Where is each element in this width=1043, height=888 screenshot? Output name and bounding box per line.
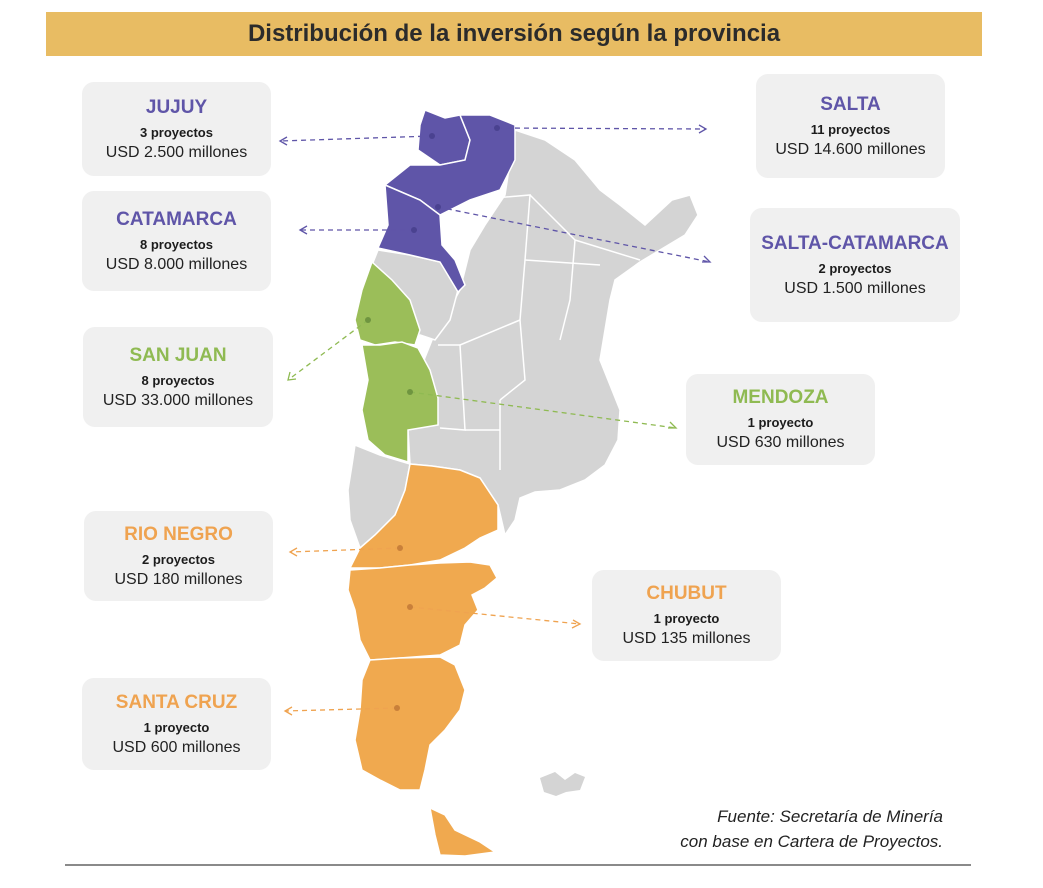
connector-chubut	[409, 606, 581, 625]
card-san-juan-name: SAN JUAN	[129, 344, 227, 366]
map-province-borders	[438, 194, 641, 470]
card-catamarca-count: 8 proyectos	[140, 236, 213, 252]
card-santa-cruz-name: SANTA CRUZ	[115, 691, 238, 713]
page-title: Distribución de la inversión según la pr…	[247, 20, 781, 47]
marker-salta-catamarca	[435, 204, 441, 210]
card-salta-catamarca-name: SALTA-CATAMARCA	[761, 232, 949, 254]
card-rio-negro-count: 2 proyectos	[142, 551, 215, 567]
map-gray-malvinas	[540, 772, 585, 796]
connector-san-juan	[287, 319, 369, 381]
marker-salta	[494, 125, 500, 131]
card-salta-catamarca-count: 2 proyectos	[818, 260, 892, 276]
marker-santa-cruz	[394, 705, 400, 711]
card-rio-negro-name: RIO NEGRO	[124, 523, 233, 545]
marker-san-juan	[365, 317, 371, 323]
card-mendoza-amount: USD 630 millones	[716, 434, 845, 451]
card-jujuy: JUJUY 3 proyectos USD 2.500 millones	[82, 82, 271, 176]
card-catamarca-amount: USD 8.000 millones	[105, 255, 248, 273]
map-green-mendoza	[361, 341, 439, 464]
map-orange-tierra-del-fuego	[428, 806, 498, 857]
source-note: Fuente: Secretaría de Minería con base e…	[603, 804, 943, 854]
card-salta-amount: USD 14.600 millones	[775, 140, 926, 158]
card-rio-negro-amount: USD 180 millones	[114, 570, 243, 588]
card-catamarca-name: CATAMARCA	[116, 208, 237, 230]
bottom-divider	[65, 864, 971, 866]
card-santa-cruz-count: 1 proyecto	[143, 719, 210, 735]
card-mendoza: MENDOZA 1 proyecto USD 630 millones	[686, 374, 875, 465]
card-san-juan-count: 8 proyectos	[141, 372, 215, 388]
card-salta-count: 11 proyectos	[810, 121, 891, 137]
marker-rio-negro	[397, 545, 403, 551]
card-santa-cruz-amount: USD 600 millones	[112, 738, 241, 756]
marker-jujuy	[429, 133, 435, 139]
map-purple-catamarca	[376, 183, 466, 294]
card-rio-negro: RIO NEGRO 2 proyectos USD 180 millones	[84, 511, 273, 601]
map-green-san-juan	[354, 260, 421, 346]
card-mendoza-count: 1 proyecto	[747, 415, 814, 430]
connector-santa-cruz	[284, 707, 398, 712]
marker-catamarca	[411, 227, 417, 233]
connector-jujuy	[279, 135, 433, 142]
card-salta-catamarca-amount: USD 1.500 millones	[784, 279, 926, 297]
card-santa-cruz: SANTA CRUZ 1 proyecto USD 600 millones	[82, 678, 271, 770]
connector-arrowheads	[278, 124, 712, 716]
map-orange-santa-cruz	[354, 656, 466, 791]
card-salta-name: SALTA	[820, 93, 881, 115]
card-mendoza-name: MENDOZA	[732, 387, 829, 408]
card-chubut-name: CHUBUT	[646, 583, 727, 604]
card-san-juan: SAN JUAN 8 proyectos USD 33.000 millones	[83, 327, 273, 427]
card-jujuy-count: 3 proyectos	[140, 124, 213, 140]
title-bar: Distribución de la inversión según la pr…	[46, 12, 982, 56]
connector-lines	[279, 127, 711, 712]
card-san-juan-amount: USD 33.000 millones	[102, 391, 254, 409]
card-chubut: CHUBUT 1 proyecto USD 135 millones	[592, 570, 781, 661]
card-salta-catamarca: SALTA-CATAMARCA 2 proyectos USD 1.500 mi…	[750, 208, 960, 322]
marker-chubut	[407, 604, 413, 610]
map-markers	[365, 125, 500, 711]
connector-salta	[496, 127, 707, 130]
source-line-2: con base en Cartera de Proyectos.	[680, 832, 943, 851]
source-line-1: Fuente: Secretaría de Minería	[717, 807, 943, 826]
card-catamarca: CATAMARCA 8 proyectos USD 8.000 millones	[82, 191, 271, 291]
map-orange-chubut	[347, 561, 498, 661]
connector-rio-negro	[289, 547, 401, 553]
map-orange-rio-negro	[348, 463, 499, 569]
card-jujuy-amount: USD 2.500 millones	[105, 143, 248, 161]
marker-mendoza	[407, 389, 413, 395]
connector-salta-catamarca	[437, 206, 711, 263]
card-chubut-count: 1 proyecto	[653, 611, 720, 626]
card-salta: SALTA 11 proyectos USD 14.600 millones	[756, 74, 945, 178]
card-chubut-amount: USD 135 millones	[622, 630, 751, 647]
card-jujuy-name: JUJUY	[145, 96, 208, 118]
